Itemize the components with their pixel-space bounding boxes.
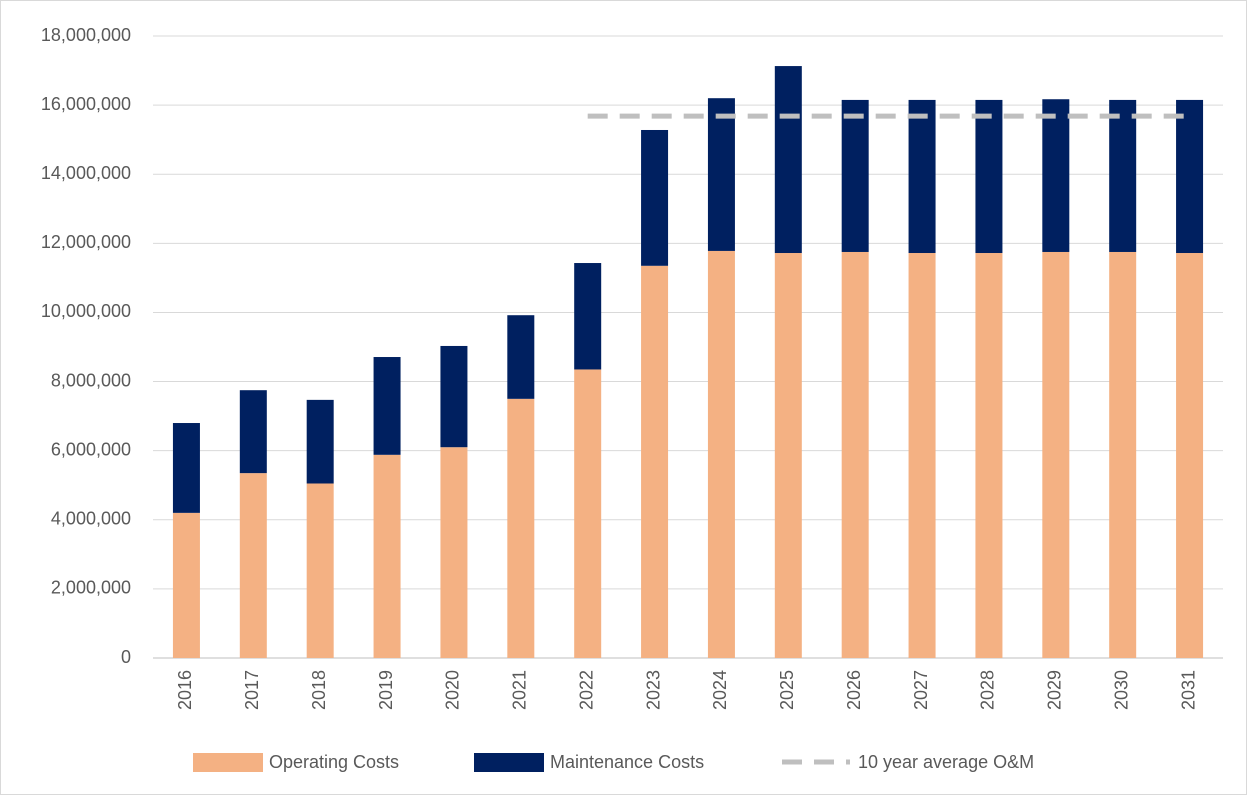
bar — [440, 345, 468, 448]
x-tick-label: 2019 — [376, 670, 396, 710]
x-tick-label: 2026 — [844, 670, 864, 710]
bar — [908, 99, 936, 254]
bar — [507, 315, 535, 399]
x-tick-label: 2031 — [1178, 670, 1198, 710]
bar — [641, 265, 669, 658]
x-tick-label: 2023 — [643, 670, 663, 710]
x-tick-label: 2020 — [443, 670, 463, 710]
x-tick-label: 2028 — [978, 670, 998, 710]
x-tick-label: 2016 — [175, 670, 195, 710]
bar — [239, 390, 267, 474]
bar — [1176, 253, 1204, 658]
legend-label: Maintenance Costs — [550, 752, 704, 772]
bar — [239, 473, 267, 658]
bar — [373, 357, 401, 455]
y-tick-label: 16,000,000 — [41, 94, 131, 114]
bar — [172, 423, 200, 513]
bar — [774, 253, 802, 658]
x-tick-label: 2027 — [911, 670, 931, 710]
legend-label: 10 year average O&M — [858, 752, 1034, 772]
y-tick-label: 14,000,000 — [41, 163, 131, 183]
bar — [306, 483, 334, 658]
bar — [1109, 99, 1137, 252]
x-tick-label: 2017 — [242, 670, 262, 710]
bar — [574, 263, 602, 370]
x-tick-label: 2024 — [710, 670, 730, 710]
bar — [1042, 99, 1070, 252]
y-tick-label: 0 — [121, 647, 131, 667]
bar — [707, 250, 735, 659]
bar — [1042, 251, 1070, 658]
bar — [172, 512, 200, 658]
bar — [774, 66, 802, 254]
y-tick-label: 8,000,000 — [51, 370, 131, 390]
x-tick-label: 2030 — [1111, 670, 1131, 710]
bar — [306, 399, 334, 484]
bar — [841, 251, 869, 658]
legend-swatch — [474, 753, 544, 772]
bar — [1176, 99, 1204, 254]
y-tick-label: 10,000,000 — [41, 301, 131, 321]
legend-swatch — [193, 753, 263, 772]
bar — [507, 398, 535, 658]
bar — [641, 129, 669, 266]
x-tick-label: 2018 — [309, 670, 329, 710]
bar — [975, 253, 1003, 658]
x-tick-label: 2029 — [1045, 670, 1065, 710]
bar — [841, 99, 869, 252]
bar — [440, 447, 468, 658]
x-tick-label: 2021 — [510, 670, 530, 710]
bar — [707, 98, 735, 251]
y-tick-label: 4,000,000 — [51, 509, 131, 529]
x-tick-label: 2025 — [777, 670, 797, 710]
bar — [975, 99, 1003, 254]
bar — [908, 253, 936, 658]
y-tick-label: 12,000,000 — [41, 232, 131, 252]
bar — [1109, 251, 1137, 658]
y-tick-label: 6,000,000 — [51, 439, 131, 459]
y-tick-label: 18,000,000 — [41, 25, 131, 45]
bar — [373, 454, 401, 658]
x-tick-label: 2022 — [576, 670, 596, 710]
legend-label: Operating Costs — [269, 752, 399, 772]
y-tick-label: 2,000,000 — [51, 578, 131, 598]
bar — [574, 369, 602, 658]
